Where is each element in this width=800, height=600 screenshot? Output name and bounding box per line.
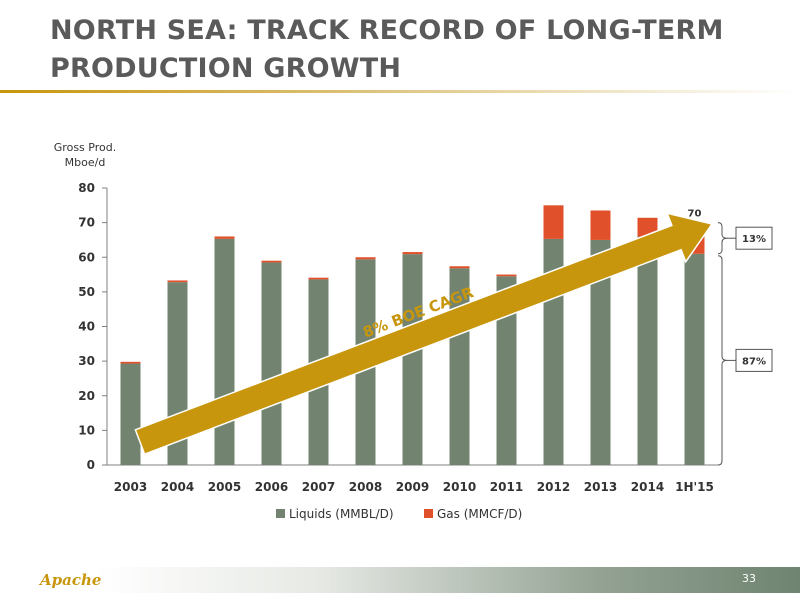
bar-gas-11: [637, 217, 658, 237]
bar-liquids-8: [496, 276, 517, 465]
bar-gas-9: [543, 205, 564, 239]
y-axis-label-line-2: Mboe/d: [64, 156, 106, 169]
y-axis-label: Gross Prod. Mboe/d: [50, 140, 120, 170]
x-tick-label-0: 2003: [114, 480, 147, 494]
y-tick-label-40: 40: [78, 320, 95, 334]
bar-gas-10: [590, 210, 611, 240]
gas-share-bracket: [717, 222, 728, 255]
legend-label-gas: Gas (MMCF/D): [437, 507, 522, 521]
bar-liquids-6: [402, 254, 423, 465]
bar-gas-6: [402, 252, 423, 255]
x-tick-label-9: 2012: [537, 480, 570, 494]
x-tick-label-5: 2008: [349, 480, 382, 494]
title-divider: [0, 90, 800, 93]
x-tick-label-1: 2004: [161, 480, 194, 494]
y-tick-label-20: 20: [78, 389, 95, 403]
page-number: 33: [742, 572, 756, 585]
bar-gas-5: [355, 257, 376, 260]
gas-share-label: 13%: [742, 234, 766, 245]
x-tick-label-12: 1H'15: [675, 480, 714, 494]
bar-gas-7: [449, 266, 470, 269]
gas-share-label-box: [735, 226, 773, 250]
bar-gas-3: [261, 260, 282, 263]
total-label: 70: [688, 209, 702, 220]
x-tick-label-11: 2014: [631, 480, 664, 494]
y-tick-label-30: 30: [78, 354, 95, 368]
legend-swatch-liquids: [276, 509, 285, 518]
liquids-share-bracket: [717, 255, 728, 466]
page-title: NORTH SEA: TRACK RECORD OF LONG-TERM PRO…: [50, 15, 724, 84]
y-tick-label-50: 50: [78, 285, 95, 299]
bar-liquids-10: [590, 239, 611, 465]
x-tick-label-4: 2007: [302, 480, 335, 494]
y-tick-label-80: 80: [78, 181, 95, 195]
legend-swatch-gas: [424, 509, 433, 518]
production-chart: 0 10 20 30 40 50 60 70 80 2003 2004 2005 2006 2007 200…: [78, 181, 773, 521]
x-tick-label-6: 2009: [396, 480, 429, 494]
bar-gas-4: [308, 277, 329, 280]
x-tick-label-2: 2005: [208, 480, 241, 494]
bar-gas-0: [120, 361, 141, 364]
bar-liquids-0: [120, 363, 141, 465]
bar-gas-1: [167, 280, 188, 283]
apache-logo: Apache: [40, 571, 102, 589]
x-tick-label-10: 2013: [584, 480, 617, 494]
footer-bar: [0, 567, 800, 593]
bar-liquids-2: [214, 238, 235, 465]
cagr-arrow-shape: [134, 212, 714, 456]
y-axis-label-line-1: Gross Prod.: [53, 141, 117, 154]
y-tick-label-70: 70: [78, 216, 95, 230]
bar-liquids-12: [684, 253, 705, 465]
liquids-share-label-box: [735, 348, 773, 372]
bar-gas-8: [496, 274, 517, 277]
bar-gas-2: [214, 236, 235, 239]
x-tick-label-7: 2010: [443, 480, 476, 494]
bar-liquids-3: [261, 262, 282, 465]
liquids-share-label: 87%: [742, 356, 766, 367]
legend-label-liquids: Liquids (MMBL/D): [289, 507, 394, 521]
x-tick-label-3: 2006: [255, 480, 288, 494]
y-tick-label-10: 10: [78, 423, 95, 437]
x-tick-label-8: 2011: [490, 480, 523, 494]
y-tick-label-0: 0: [87, 458, 95, 472]
y-tick-label-60: 60: [78, 250, 95, 264]
bar-liquids-11: [637, 236, 658, 465]
